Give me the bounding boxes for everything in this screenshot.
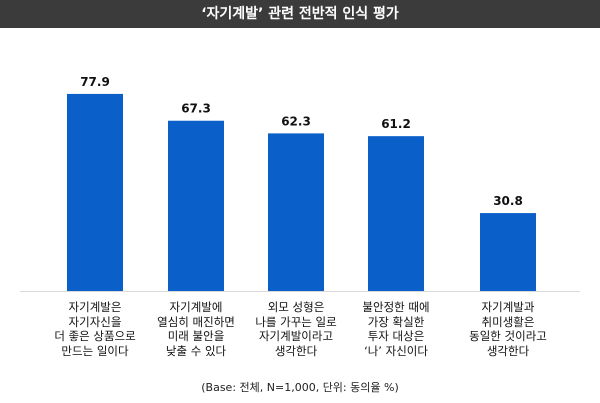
bar [480, 213, 536, 291]
bar [168, 120, 224, 291]
data-label: 62.3 [281, 114, 311, 128]
data-label: 67.3 [181, 102, 211, 116]
category-label: 불안정한 때에 가장 확실한 투자 대상은 ‘나’ 자신이다 [362, 300, 430, 358]
data-label: 77.9 [80, 75, 110, 89]
chart-title: ‘자기계발’ 관련 전반적 인식 평가 [0, 0, 600, 28]
category-label: 외모 성형은 나를 가꾸는 일로 자기계발이라고 생각한다 [255, 300, 337, 358]
data-label: 30.8 [493, 194, 523, 208]
data-label: 61.2 [381, 117, 411, 131]
category-label: 자기계발은 자기자신을 더 좋은 상품으로 만드는 일이다 [54, 300, 136, 358]
bar [268, 133, 324, 291]
footnote: (Base: 전체, N=1,000, 단위: 동의율 %) [201, 381, 399, 394]
category-label: 자기계발에 열심히 매진하면 미래 불안을 낮출 수 있다 [157, 300, 235, 358]
bar [368, 136, 424, 291]
category-label: 자기계발과 취미생활은 동일한 것이라고 생각한다 [469, 300, 547, 358]
bar [67, 93, 123, 292]
